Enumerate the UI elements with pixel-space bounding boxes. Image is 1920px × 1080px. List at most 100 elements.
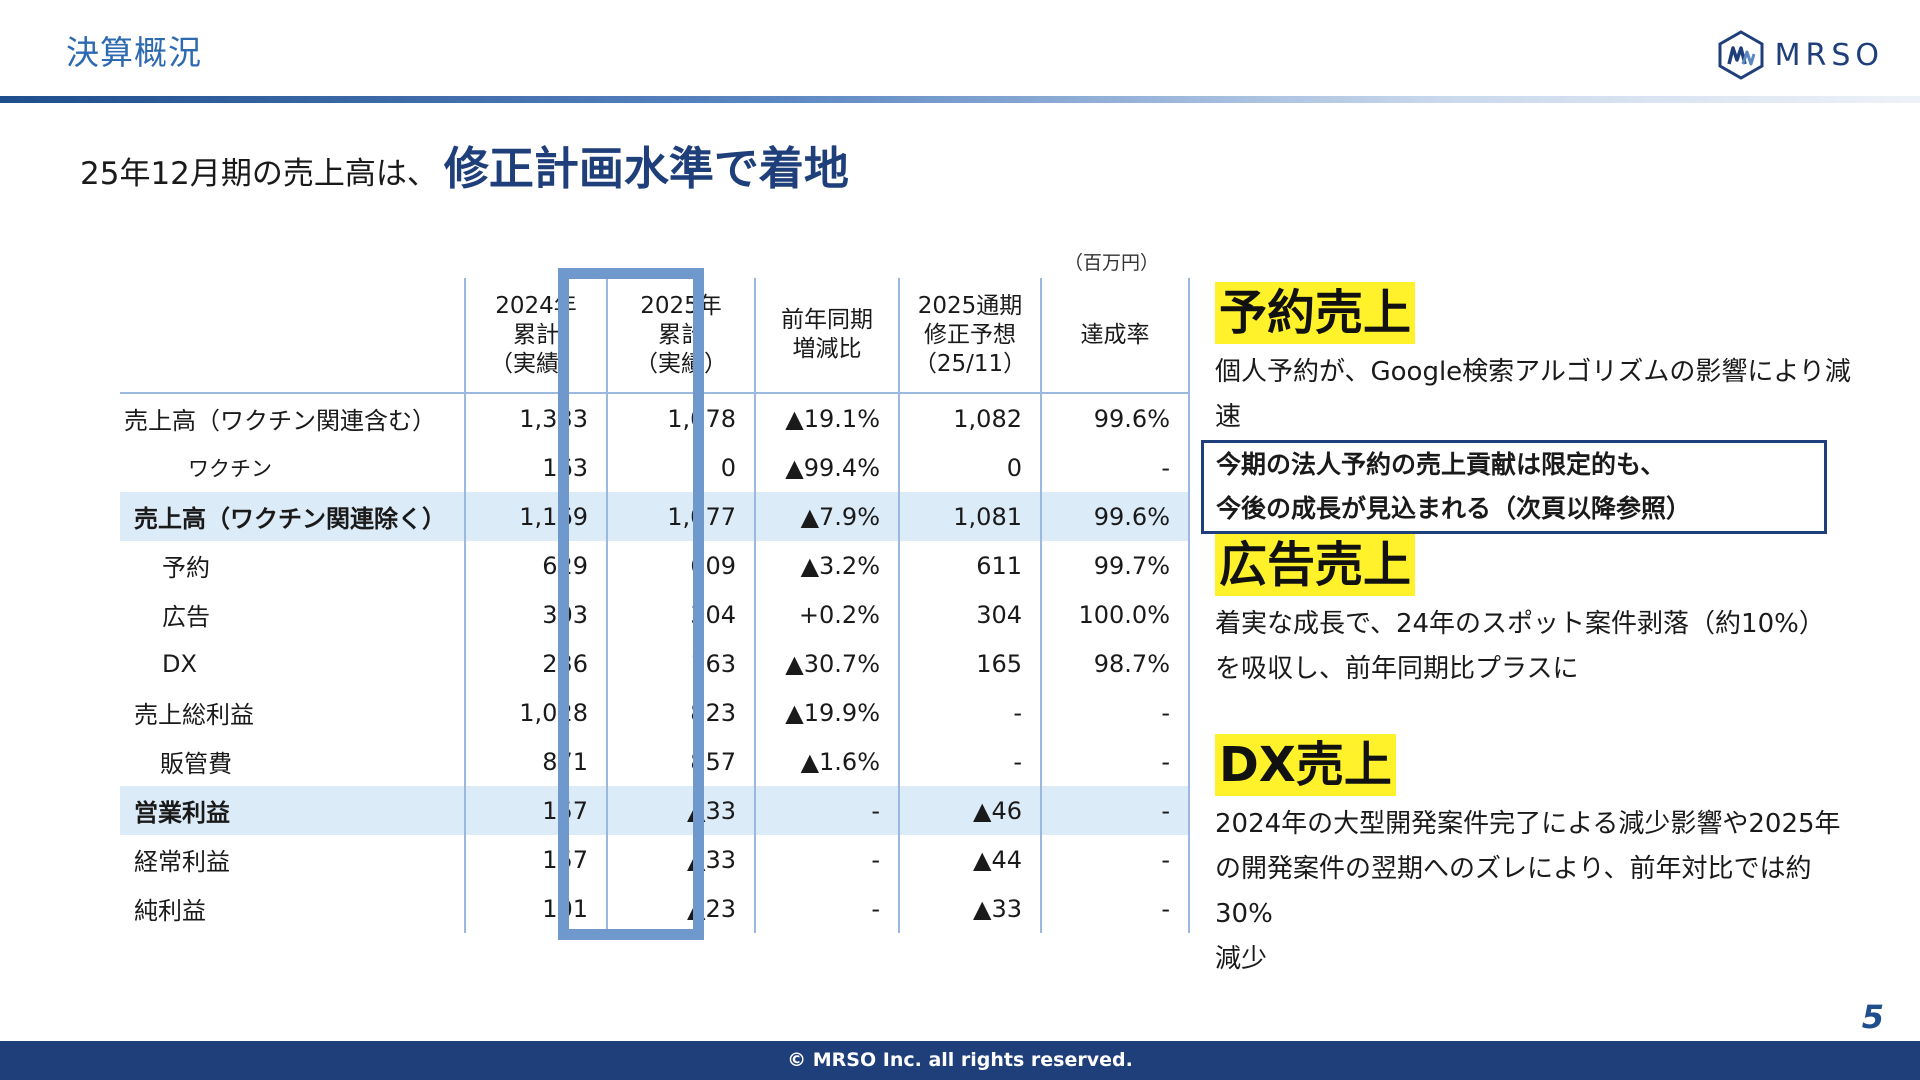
cell: - [899, 688, 1042, 737]
cell: 163 [465, 443, 608, 492]
section-ads: 広告売上 着実な成長で、24年のスポット案件剥落（約10%） を吸収し、前年同期… [1215, 534, 1865, 692]
row-label: 販管費 [120, 737, 466, 786]
section-dx: DX売上 2024年の大型開発案件完了による減少影響や2025年 の開発案件の翌… [1215, 734, 1865, 982]
cell: ▲7.9% [755, 492, 900, 541]
cell: ▲46 [899, 786, 1042, 835]
cell: ▲19.1% [755, 393, 900, 443]
table-row: 売上高（ワクチン関連含む） 1,333 1,078 ▲19.1% 1,082 9… [120, 393, 1190, 443]
cell: 609 [607, 541, 756, 590]
table-row: 純利益 101 ▲23 - ▲33 - [120, 884, 1190, 933]
cell: 100.0% [1041, 590, 1190, 639]
callout-line-2: 今後の成長が見込まれる（次頁以降参照） [1216, 494, 1692, 523]
cell: 857 [607, 737, 756, 786]
table-row: 広告 303 304 +0.2% 304 100.0% [120, 590, 1190, 639]
cell: 0 [899, 443, 1042, 492]
cell: ▲33 [899, 884, 1042, 933]
cell: ▲33 [607, 835, 756, 884]
row-label: 営業利益 [120, 786, 466, 835]
table-row: 営業利益 157 ▲33 - ▲46 - [120, 786, 1190, 835]
cell: ▲33 [607, 786, 756, 835]
col-header-2024: 2024年 累計 （実績） [465, 278, 608, 394]
section-reservation: 予約売上 個人予約が、Google検索アルゴリズムの影響により減速 今期の法人予… [1201, 282, 1865, 534]
cell: 611 [899, 541, 1042, 590]
headline-lead: 25年12月期の売上高は、 [80, 156, 438, 192]
cell: 1,081 [899, 492, 1042, 541]
slide-title: 決算概況 [66, 33, 202, 72]
row-label: 経常利益 [120, 835, 466, 884]
headline-emphasis: 修正計画水準で着地 [443, 142, 849, 195]
cell: 157 [465, 786, 608, 835]
cell: 304 [899, 590, 1042, 639]
logo-wordmark: MRSO [1774, 37, 1884, 73]
col-header-2025: 2025年 累計 （実績） [607, 278, 756, 394]
cell: 1,078 [607, 393, 756, 443]
cell: - [899, 737, 1042, 786]
row-label: 売上総利益 [120, 688, 466, 737]
cell: 101 [465, 884, 608, 933]
page-number: 5 [1861, 998, 1884, 1036]
dx-line-1: 2024年の大型開発案件完了による減少影響や2025年 [1215, 809, 1841, 839]
cell: 1,169 [465, 492, 608, 541]
tag-dx-sales: DX売上 [1215, 734, 1396, 796]
table-row: ワクチン 163 0 ▲99.4% 0 - [120, 443, 1190, 492]
cell: 629 [465, 541, 608, 590]
table-row: 予約 629 609 ▲3.2% 611 99.7% [120, 541, 1190, 590]
cell: 1,082 [899, 393, 1042, 443]
cell: 163 [607, 639, 756, 688]
cell: - [1041, 835, 1190, 884]
header-rule [0, 96, 1920, 103]
cell: - [1041, 737, 1190, 786]
cell: 98.7% [1041, 639, 1190, 688]
cell: - [1041, 786, 1190, 835]
ads-text: 着実な成長で、24年のスポット案件剥落（約10%） を吸収し、前年同期比プラスに [1215, 602, 1865, 692]
cell: - [755, 786, 900, 835]
cell: ▲19.9% [755, 688, 900, 737]
col-header-forecast: 2025通期 修正予想 （25/11） [899, 278, 1042, 394]
cell: 1,077 [607, 492, 756, 541]
reservation-callout-box: 今期の法人予約の売上貢献は限定的も、 今後の成長が見込まれる（次頁以降参照） [1201, 440, 1827, 534]
row-label: 純利益 [120, 884, 466, 933]
mrso-logo-icon [1718, 30, 1764, 80]
row-label: 予約 [120, 541, 466, 590]
cell: 157 [465, 835, 608, 884]
col-header-yoy: 前年同期 増減比 [755, 278, 900, 394]
headline: 25年12月期の売上高は、 修正計画水準で着地 [80, 132, 849, 197]
row-label: 広告 [120, 590, 466, 639]
cell: 99.7% [1041, 541, 1190, 590]
cell: ▲30.7% [755, 639, 900, 688]
cell: - [1041, 884, 1190, 933]
dx-line-3: 減少 [1215, 944, 1268, 974]
cell: 304 [607, 590, 756, 639]
row-label: DX [120, 639, 466, 688]
cell: 1,333 [465, 393, 608, 443]
ads-line-2: を吸収し、前年同期比プラスに [1215, 654, 1579, 684]
cell: - [1041, 688, 1190, 737]
copyright-text: © MRSO Inc. all rights reserved. [787, 1049, 1133, 1071]
footer-bar: © MRSO Inc. all rights reserved. [0, 1041, 1920, 1080]
table-row: 販管費 871 857 ▲1.6% - - [120, 737, 1190, 786]
cell: ▲44 [899, 835, 1042, 884]
table-header-label [120, 278, 466, 394]
company-logo: MRSO [1717, 30, 1884, 80]
cell: - [755, 835, 900, 884]
tag-reservation-sales: 予約売上 [1215, 282, 1416, 344]
tag-ad-sales: 広告売上 [1215, 534, 1416, 596]
row-label: ワクチン [120, 443, 466, 492]
cell: 303 [465, 590, 608, 639]
callout-line-1: 今期の法人予約の売上貢献は限定的も、 [1216, 450, 1666, 479]
reservation-text: 個人予約が、Google検索アルゴリズムの影響により減速 [1215, 357, 1851, 432]
cell: - [755, 884, 900, 933]
cell: ▲1.6% [755, 737, 900, 786]
table-row: DX 236 163 ▲30.7% 165 98.7% [120, 639, 1190, 688]
cell: 0 [607, 443, 756, 492]
ads-line-1: 着実な成長で、24年のスポット案件剥落（約10%） [1215, 609, 1825, 639]
cell: 165 [899, 639, 1042, 688]
financial-table: 2024年 累計 （実績） 2025年 累計 （実績） 前年同期 増減比 202… [120, 278, 1190, 933]
cell: ▲99.4% [755, 443, 900, 492]
dx-line-2: の開発案件の翌期へのズレにより、前年対比では約30% [1215, 854, 1812, 929]
dx-text: 2024年の大型開発案件完了による減少影響や2025年 の開発案件の翌期へのズレ… [1215, 802, 1865, 982]
cell: 99.6% [1041, 492, 1190, 541]
cell: ▲3.2% [755, 541, 900, 590]
cell: 871 [465, 737, 608, 786]
table-row: 売上高（ワクチン関連除く） 1,169 1,077 ▲7.9% 1,081 99… [120, 492, 1190, 541]
